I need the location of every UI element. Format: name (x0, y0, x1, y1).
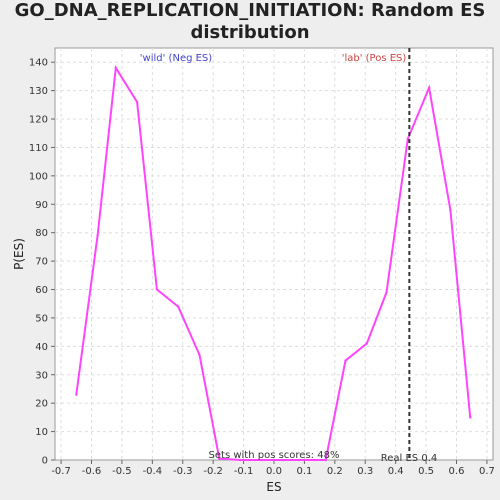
y-tick-label: 90 (35, 200, 48, 211)
x-axis: -0.7 -0.6 -0.5 -0.4 -0.3 -0.2 -0.1 0.0 0.1 0.2 0.3… (51, 460, 495, 477)
series-line (75, 64, 472, 461)
y-tick-label: 0 (42, 456, 48, 467)
x-tick-label: 0.1 (296, 466, 312, 477)
y-tick-label: 120 (29, 115, 48, 126)
y-tick-label: 20 (35, 399, 48, 410)
data-point (218, 457, 221, 460)
x-tick-label: -0.7 (51, 466, 71, 477)
y-tick-label: 140 (29, 58, 48, 69)
data-point (281, 458, 285, 462)
y-tick-label: 50 (35, 313, 48, 324)
y-tick-label: 110 (29, 143, 48, 154)
data-point (385, 291, 388, 294)
series-points (75, 66, 472, 462)
y-tick-label: 100 (29, 171, 48, 182)
data-point (155, 288, 159, 291)
y-tick-label: 30 (35, 370, 48, 381)
data-point (303, 458, 306, 462)
data-point (427, 86, 431, 89)
x-tick-label: -0.1 (234, 466, 254, 477)
x-tick-label: 0.6 (449, 466, 465, 477)
y-tick-label: 40 (35, 342, 48, 353)
data-point (449, 208, 452, 212)
data-point (114, 66, 118, 70)
y-tick-label: 10 (35, 427, 48, 438)
x-axis-label: ES (266, 480, 281, 494)
real-es-label: Real ES 0.4 (381, 453, 437, 464)
y-axis-label: P(ES) (12, 238, 26, 270)
y-tick-label: 60 (35, 285, 48, 296)
x-tick-label: 0.0 (266, 466, 282, 477)
data-point (365, 342, 368, 345)
x-tick-label: 0.2 (327, 466, 343, 477)
chart-title-line2: distribution (190, 22, 310, 43)
data-point (324, 458, 327, 462)
x-tick-label: -0.5 (112, 466, 132, 477)
y-tick-label: 80 (35, 228, 48, 239)
data-point (96, 234, 99, 237)
data-point (176, 305, 180, 308)
x-tick-label: 0.5 (418, 466, 434, 477)
y-tick-label: 130 (29, 86, 48, 97)
x-tick-label: 0.4 (388, 466, 404, 477)
neg-es-label: 'wild' (Neg ES) (140, 53, 212, 64)
data-point (198, 353, 201, 357)
pos-scores-annotation: Sets with pos scores: 48% (209, 450, 340, 461)
chart-title-line1: GO_DNA_REPLICATION_INITIATION: Random ES (14, 0, 486, 21)
x-tick-label: 0.3 (357, 466, 373, 477)
pos-es-label: 'lab' (Pos ES) (342, 53, 407, 64)
data-point (468, 416, 472, 419)
x-tick-label: -0.4 (143, 466, 163, 477)
x-tick-label: -0.2 (203, 466, 223, 477)
y-axis: 0 10 20 30 40 50 60 70 80 90 100 110 120 130 140 (29, 58, 55, 467)
chart-title: GO_DNA_REPLICATION_INITIATION: Random ES… (0, 0, 500, 44)
grid (55, 48, 493, 460)
data-point (344, 359, 347, 362)
y-tick-label: 70 (35, 257, 48, 268)
x-tick-label: -0.3 (173, 466, 193, 477)
data-point (135, 100, 139, 104)
data-point (239, 458, 242, 462)
x-tick-label: -0.6 (82, 466, 102, 477)
data-point (75, 393, 78, 396)
x-tick-label: 0.7 (479, 466, 495, 477)
data-point (260, 458, 264, 462)
